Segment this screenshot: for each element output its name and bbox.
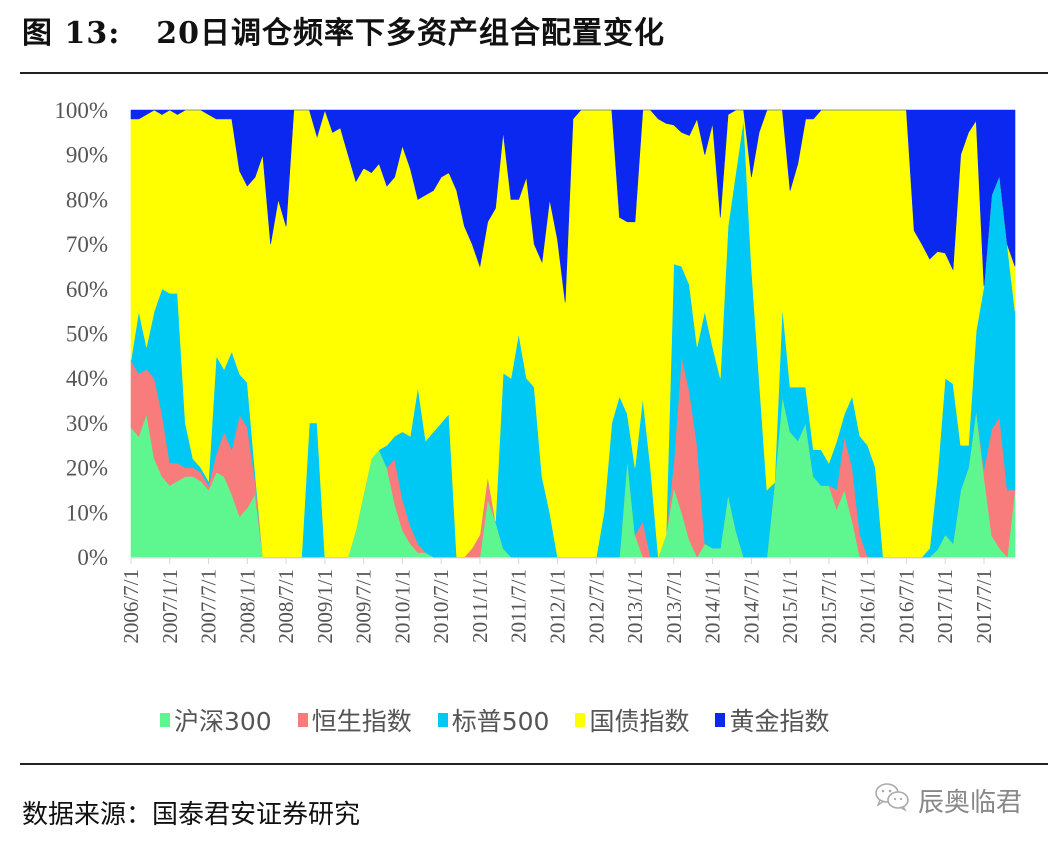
x-tick-label: 2009/1/1 <box>313 569 337 644</box>
legend-item: 国债指数 <box>575 702 689 738</box>
x-tick-label: 2017/7/1 <box>972 569 996 644</box>
x-tick-label: 2015/1/1 <box>778 569 802 644</box>
legend-item: 黄金指数 <box>715 702 829 738</box>
x-tick-label: 2012/1/1 <box>545 569 569 644</box>
x-tick-label: 2006/7/1 <box>119 569 143 644</box>
legend-swatch <box>297 713 308 727</box>
wechat-icon <box>874 782 912 819</box>
legend-label: 恒生指数 <box>311 707 412 736</box>
x-tick-label: 2016/7/1 <box>894 569 918 644</box>
y-tick-label: 100% <box>54 98 108 123</box>
legend-label: 黄金指数 <box>729 707 830 736</box>
x-tick-label: 2014/7/1 <box>739 569 763 644</box>
y-tick-label: 60% <box>66 277 108 302</box>
legend-swatch <box>160 713 170 727</box>
x-tick-label: 2007/7/1 <box>197 569 221 644</box>
area-series-4 <box>130 109 1016 303</box>
legend-label: 沪深300 <box>174 707 272 736</box>
y-tick-label: 0% <box>77 545 108 570</box>
stacked-area-chart: 0% 10% 20% 30% 40% 50% 60% 70% 80% 90% 100% 2006/7/… <box>54 98 1016 644</box>
figure-title: 图 13: 20日调仓频率下多资产组合配置变化 <box>22 8 665 52</box>
legend-label: 标普500 <box>451 707 550 736</box>
x-tick-label: 2010/7/1 <box>429 569 453 644</box>
y-tick-label: 40% <box>66 366 108 391</box>
x-tick-label: 2013/7/1 <box>662 569 686 644</box>
x-tick-label: 2010/1/1 <box>390 569 414 644</box>
y-tick-label: 10% <box>66 500 108 525</box>
x-tick-label: 2017/1/1 <box>933 569 957 644</box>
x-tick-label: 2008/7/1 <box>274 569 298 644</box>
legend-swatch <box>437 713 448 727</box>
x-tick-label: 2009/7/1 <box>352 569 376 644</box>
x-tick-label: 2016/1/1 <box>856 569 880 644</box>
x-tick-label: 2011/1/1 <box>468 569 492 643</box>
legend-item: 标普500 <box>437 702 550 738</box>
watermark: 辰奥临君 <box>874 782 1022 819</box>
x-tick-label: 2013/1/1 <box>623 569 647 644</box>
y-tick-label: 90% <box>66 143 108 168</box>
figure-number: 图 13: <box>22 16 121 51</box>
bottom-divider <box>20 763 1048 765</box>
chart-area: 0% 10% 20% 30% 40% 50% 60% 70% 80% 90% 100% 2006/7/… <box>0 90 1060 750</box>
y-tick-label: 30% <box>66 411 108 436</box>
legend-label: 国债指数 <box>589 707 690 736</box>
figure-title-text: 20日调仓频率下多资产组合配置变化 <box>156 16 666 51</box>
legend-swatch <box>715 713 726 727</box>
x-tick-label: 2012/7/1 <box>584 569 608 644</box>
y-tick-label: 80% <box>66 187 108 212</box>
area-series-3 <box>130 109 1016 558</box>
y-tick-label: 70% <box>66 232 108 257</box>
y-tick-label: 50% <box>66 322 108 347</box>
legend-item: 沪深300 <box>160 702 272 738</box>
x-tick-label: 2008/1/1 <box>235 569 259 644</box>
legend-item: 恒生指数 <box>297 702 412 738</box>
top-divider <box>20 72 1048 74</box>
y-tick-label: 20% <box>66 456 108 481</box>
watermark-text: 辰奥临君 <box>918 788 1023 818</box>
legend-swatch <box>575 713 586 727</box>
x-tick-label: 2015/7/1 <box>817 569 841 644</box>
x-tick-label: 2011/7/1 <box>507 569 531 643</box>
x-tick-label: 2014/1/1 <box>701 569 725 644</box>
x-tick-label: 2007/1/1 <box>158 569 182 644</box>
chart-legend: 沪深300 恒生指数 标普500 国债指数 黄金指数 <box>160 702 829 738</box>
data-source-note: 数据来源：国泰君安证券研究 <box>22 800 361 830</box>
